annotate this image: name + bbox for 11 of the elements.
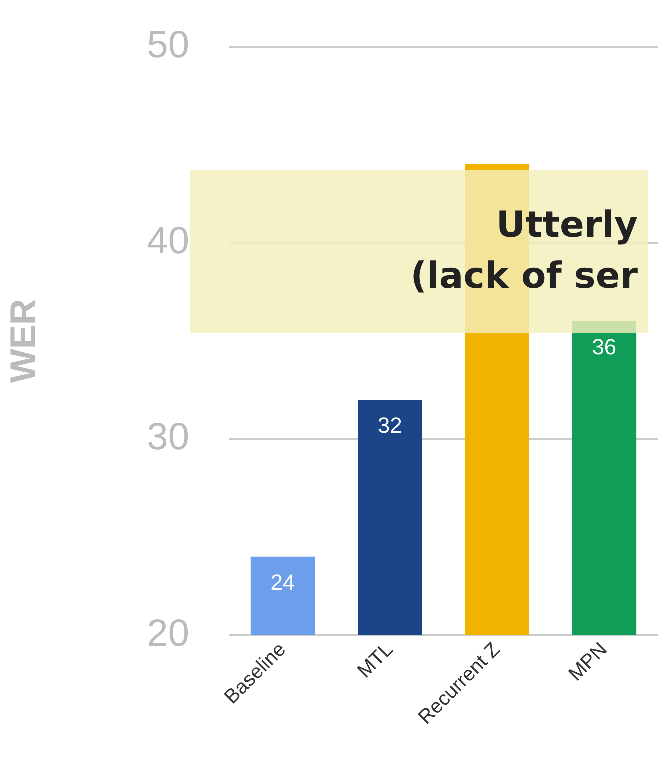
- data-label: 32: [378, 413, 402, 438]
- y-tick-label: 50: [147, 24, 190, 66]
- data-label: 36: [592, 334, 617, 360]
- y-tick-label: 30: [147, 416, 190, 459]
- annotation: Utterly (lack of ser: [410, 204, 638, 298]
- y-tick-label: 20: [147, 612, 190, 655]
- y-axis-title: WER: [2, 299, 44, 384]
- data-label: 24: [270, 570, 296, 595]
- y-tick-label: 40: [147, 220, 190, 262]
- x-tick-label: MTL: [354, 638, 398, 683]
- note-box: Utterly (lack of ser: [190, 170, 648, 333]
